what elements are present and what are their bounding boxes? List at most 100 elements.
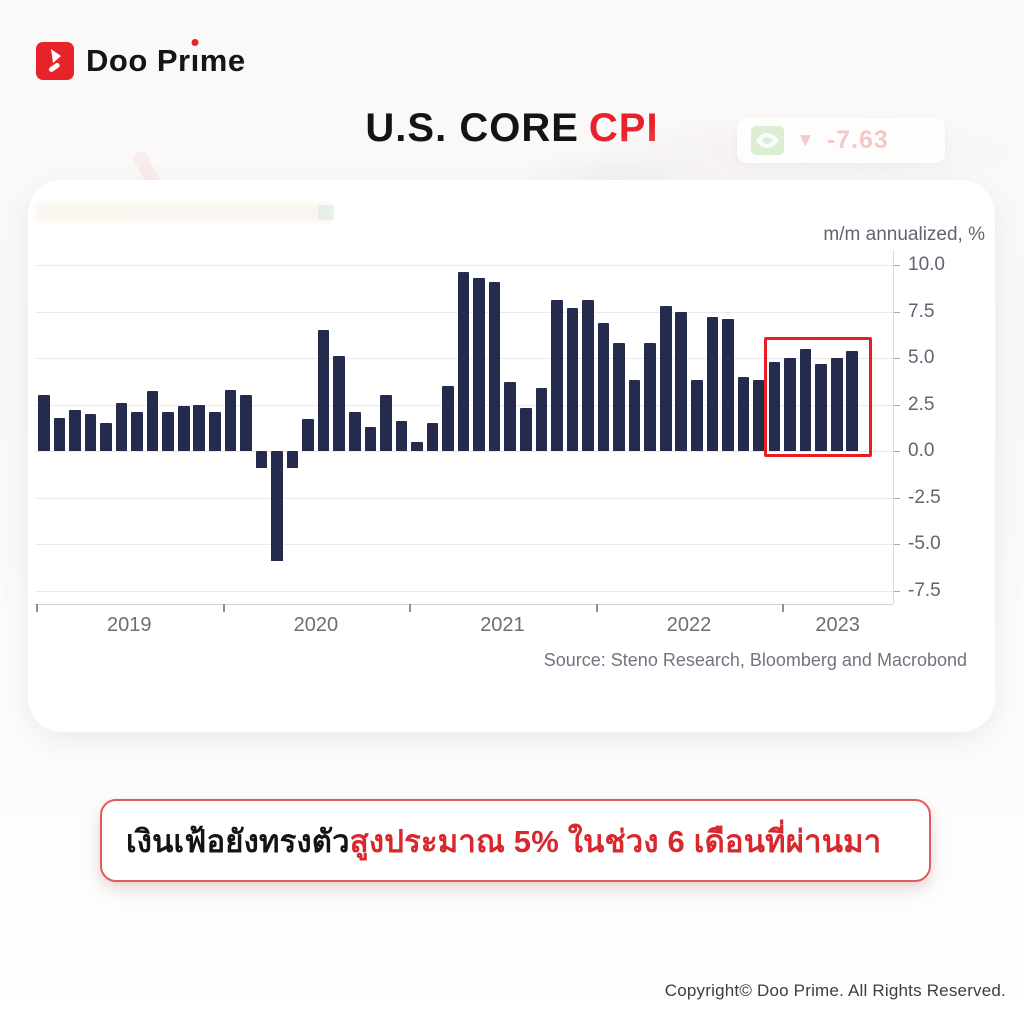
bar-2022-04 (644, 343, 656, 451)
y-tick-label--7.5: -7.5 (908, 579, 941, 601)
bar-2022-01 (597, 322, 610, 451)
bar-2020-03 (255, 451, 268, 468)
y-tick-label-10.0: 10.0 (908, 254, 945, 275)
bar-2021-09 (535, 387, 548, 451)
bar-2021-12 (582, 300, 594, 451)
x-tick-2023 (782, 604, 785, 612)
bar-2020-06 (302, 419, 314, 451)
x-year-label-2023: 2023 (815, 614, 860, 636)
bar-2023-05 (846, 350, 859, 451)
y-axis-title: m/m annualized, % (823, 224, 985, 245)
copyright-text: Copyright© Doo Prime. All Rights Reserve… (664, 981, 1006, 1000)
bar-2020-08 (333, 356, 345, 451)
bar-2020-01 (224, 389, 237, 451)
y-tick-label-0.0: 0.0 (908, 440, 935, 461)
bar-2020-11 (380, 395, 392, 451)
bar-2020-02 (240, 395, 252, 451)
y-tick-5.0 (893, 358, 900, 359)
bar-2020-12 (395, 421, 408, 451)
bar-2022-02 (613, 343, 625, 451)
gridline-0.0 (35, 451, 893, 452)
bar-2021-07 (504, 382, 517, 451)
callout-text: เงินเฟ้อยังทรงตัวสูงประมาณ 5% ในช่วง 6 เ… (126, 823, 882, 859)
source-note: Source: Steno Research, Bloomberg and Ma… (543, 650, 967, 670)
doo-prime-logo: Doo Pr ı me (36, 39, 246, 80)
bar-2023-04 (830, 358, 843, 451)
callout-box: เงินเฟ้อยังทรงตัวสูงประมาณ 5% ในช่วง 6 เ… (100, 799, 931, 882)
faded-teal-mark (318, 205, 334, 220)
bar-2019-05 (100, 423, 112, 451)
x-tick-2020 (222, 604, 225, 612)
bar-2020-04 (271, 451, 283, 561)
bar-2019-09 (162, 411, 174, 451)
y-tick-label--5.0: -5.0 (908, 533, 941, 554)
bar-2020-10 (364, 426, 377, 451)
y-tick-0.0 (893, 451, 900, 452)
bar-2019-04 (84, 413, 97, 451)
y-tick--7.5 (893, 590, 900, 592)
ticker-value: -7.63 (826, 126, 889, 154)
bar-2021-05 (473, 278, 485, 451)
bar-2023-03 (815, 363, 827, 451)
gridline--7.5 (35, 590, 893, 592)
bar-2021-11 (566, 307, 579, 451)
triangle-down-icon: ▼ (796, 129, 815, 151)
bar-2023-01 (784, 358, 796, 451)
bar-2019-08 (146, 391, 159, 451)
gridline--5.0 (35, 544, 893, 545)
bar-2023-02 (799, 348, 812, 451)
y-tick-10.0 (893, 265, 900, 266)
bar-2019-03 (69, 410, 81, 451)
callout-text-red: สูงประมาณ 5% ในช่วง 6 เดือนที่ผ่านมา (349, 823, 882, 859)
gridline-10.0 (35, 265, 893, 266)
bar-2021-08 (519, 408, 532, 451)
y-tick--5.0 (893, 544, 900, 545)
highlight-box-recent-months (763, 337, 873, 457)
x-year-label-2020: 2020 (293, 614, 339, 636)
bar-2019-10 (177, 406, 190, 451)
faded-ticker-badge: ▼ -7.63 (737, 118, 945, 163)
bar-2022-07 (691, 380, 703, 451)
bar-2020-09 (348, 411, 361, 451)
doo-prime-arrow-icon (36, 42, 74, 80)
bar-2021-04 (457, 272, 470, 451)
gridline--2.5 (35, 497, 893, 499)
y-tick--2.5 (893, 497, 900, 499)
x-year-label-2022: 2022 (666, 614, 712, 636)
bar-2022-10 (737, 376, 750, 451)
bar-2019-07 (131, 411, 143, 451)
plot-area: m/m annualized, % 10.0 7.5 5.0 2.5 0.0 -2.5 -5… (28, 180, 995, 732)
bar-2022-11 (753, 380, 765, 451)
bar-2021-02 (426, 423, 439, 451)
bar-2022-03 (628, 380, 641, 451)
bar-2020-07 (317, 330, 330, 451)
bar-2022-12 (768, 361, 781, 451)
x-year-label-2021: 2021 (480, 614, 525, 636)
chart-card: m/m annualized, % 10.0 7.5 5.0 2.5 0.0 -2.5 -5… (28, 180, 995, 732)
y-tick-label--2.5: -2.5 (908, 486, 941, 508)
bar-2022-06 (675, 311, 688, 451)
bar-2019-12 (209, 411, 221, 451)
x-tick-2019 (36, 604, 38, 612)
bar-2022-08 (706, 317, 719, 451)
y-tick-2.5 (893, 404, 900, 406)
bar-2022-09 (722, 318, 734, 451)
logo-i-dot (191, 39, 199, 46)
x-year-label-2019: 2019 (107, 614, 152, 636)
bar-2021-10 (551, 300, 563, 451)
nvidia-logo-icon (751, 126, 784, 155)
bar-2019-01 (38, 395, 50, 451)
y-axis-line (893, 250, 894, 604)
bar-2021-06 (488, 281, 501, 451)
bar-2021-01 (411, 441, 423, 451)
x-tick-2021 (409, 604, 412, 612)
x-axis-line (35, 604, 893, 605)
bar-2022-05 (659, 305, 672, 451)
y-tick-label-5.0: 5.0 (908, 347, 935, 368)
bar-2019-02 (53, 417, 66, 451)
y-tick-label-7.5: 7.5 (908, 300, 935, 322)
bar-2020-05 (286, 451, 299, 468)
doo-prime-wordmark: Doo Pr ı me (86, 39, 246, 79)
faded-original-chart-title (36, 202, 332, 222)
